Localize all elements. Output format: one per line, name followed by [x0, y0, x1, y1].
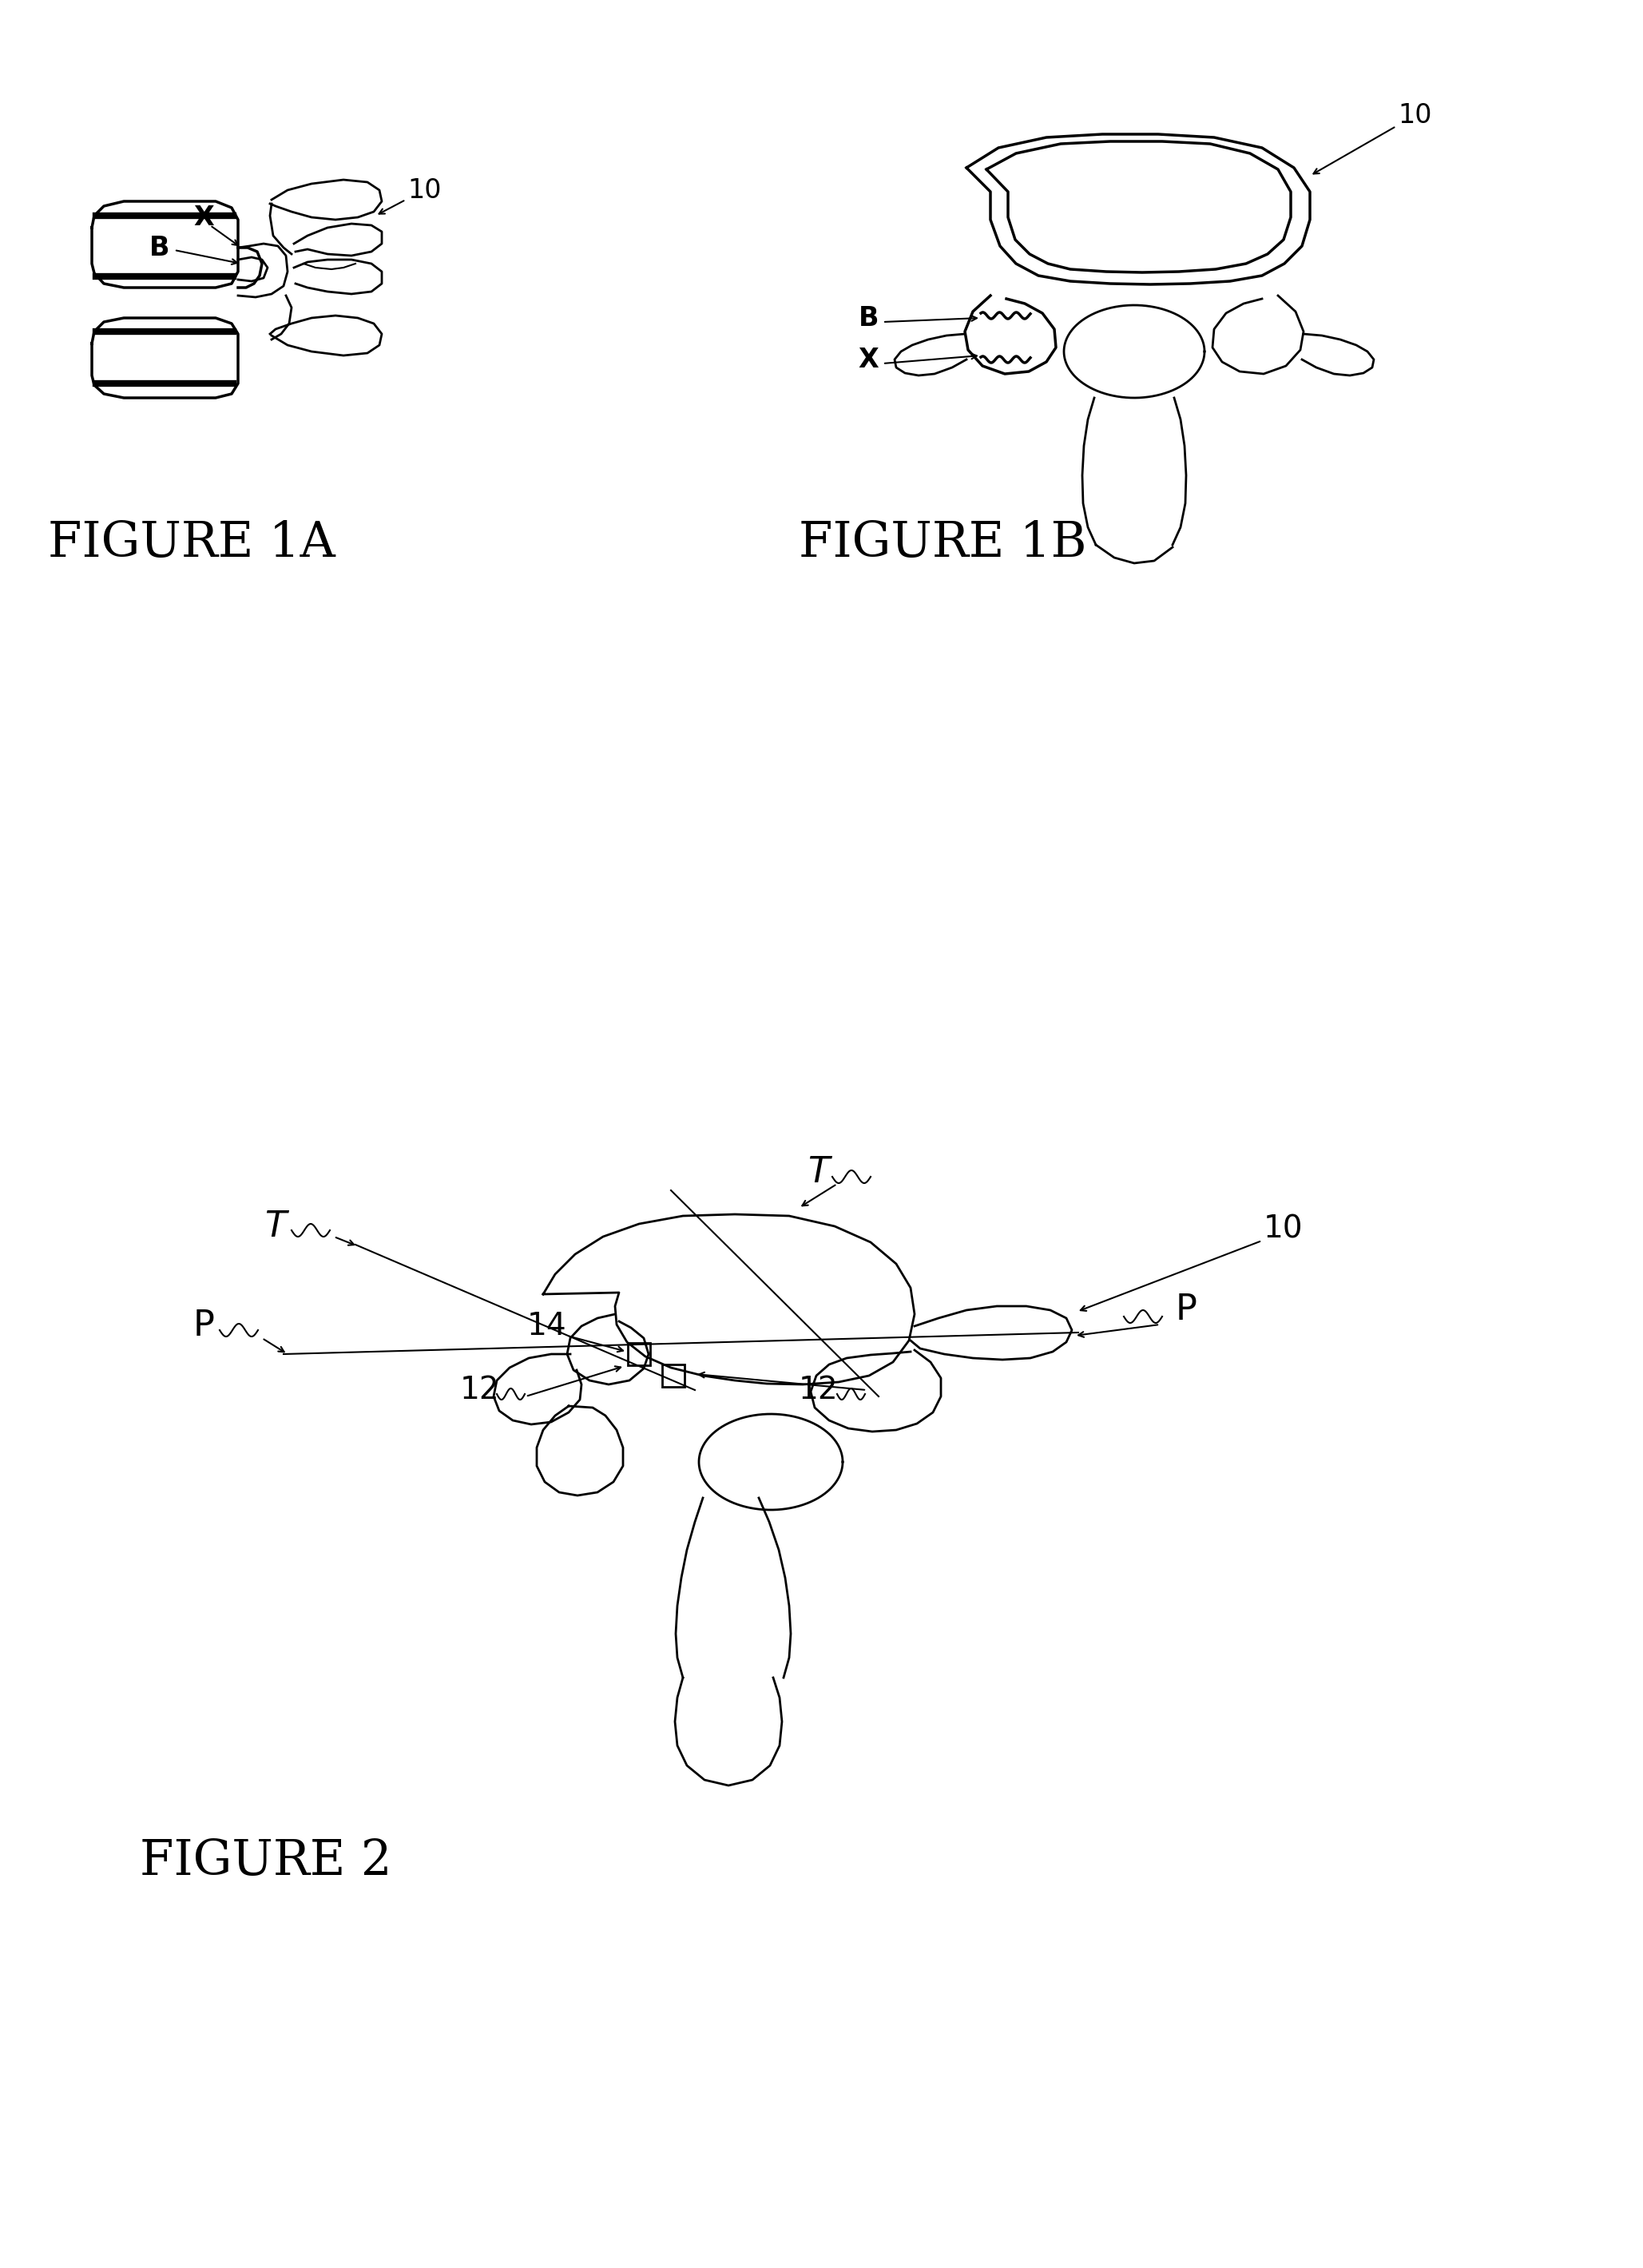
Text: FIGURE 2: FIGURE 2	[140, 1837, 393, 1885]
Text: 10: 10	[407, 177, 442, 204]
Text: X: X	[194, 204, 214, 231]
Text: 12: 12	[460, 1374, 499, 1406]
Text: T: T	[265, 1209, 286, 1243]
Bar	[662, 1365, 685, 1386]
Text: T: T	[808, 1157, 830, 1191]
Text: P: P	[192, 1309, 214, 1343]
Text: FIGURE 1A: FIGURE 1A	[48, 519, 335, 567]
Text: 12: 12	[798, 1374, 838, 1406]
Bar	[628, 1343, 651, 1365]
Text: 10: 10	[1263, 1213, 1303, 1243]
Text: 10: 10	[1398, 102, 1431, 129]
Text: 14: 14	[527, 1311, 567, 1340]
Text: X: X	[858, 347, 879, 372]
Text: FIGURE 1B: FIGURE 1B	[798, 519, 1086, 567]
Text: B: B	[150, 234, 169, 261]
Text: P: P	[1175, 1293, 1196, 1327]
Text: B: B	[858, 304, 879, 331]
